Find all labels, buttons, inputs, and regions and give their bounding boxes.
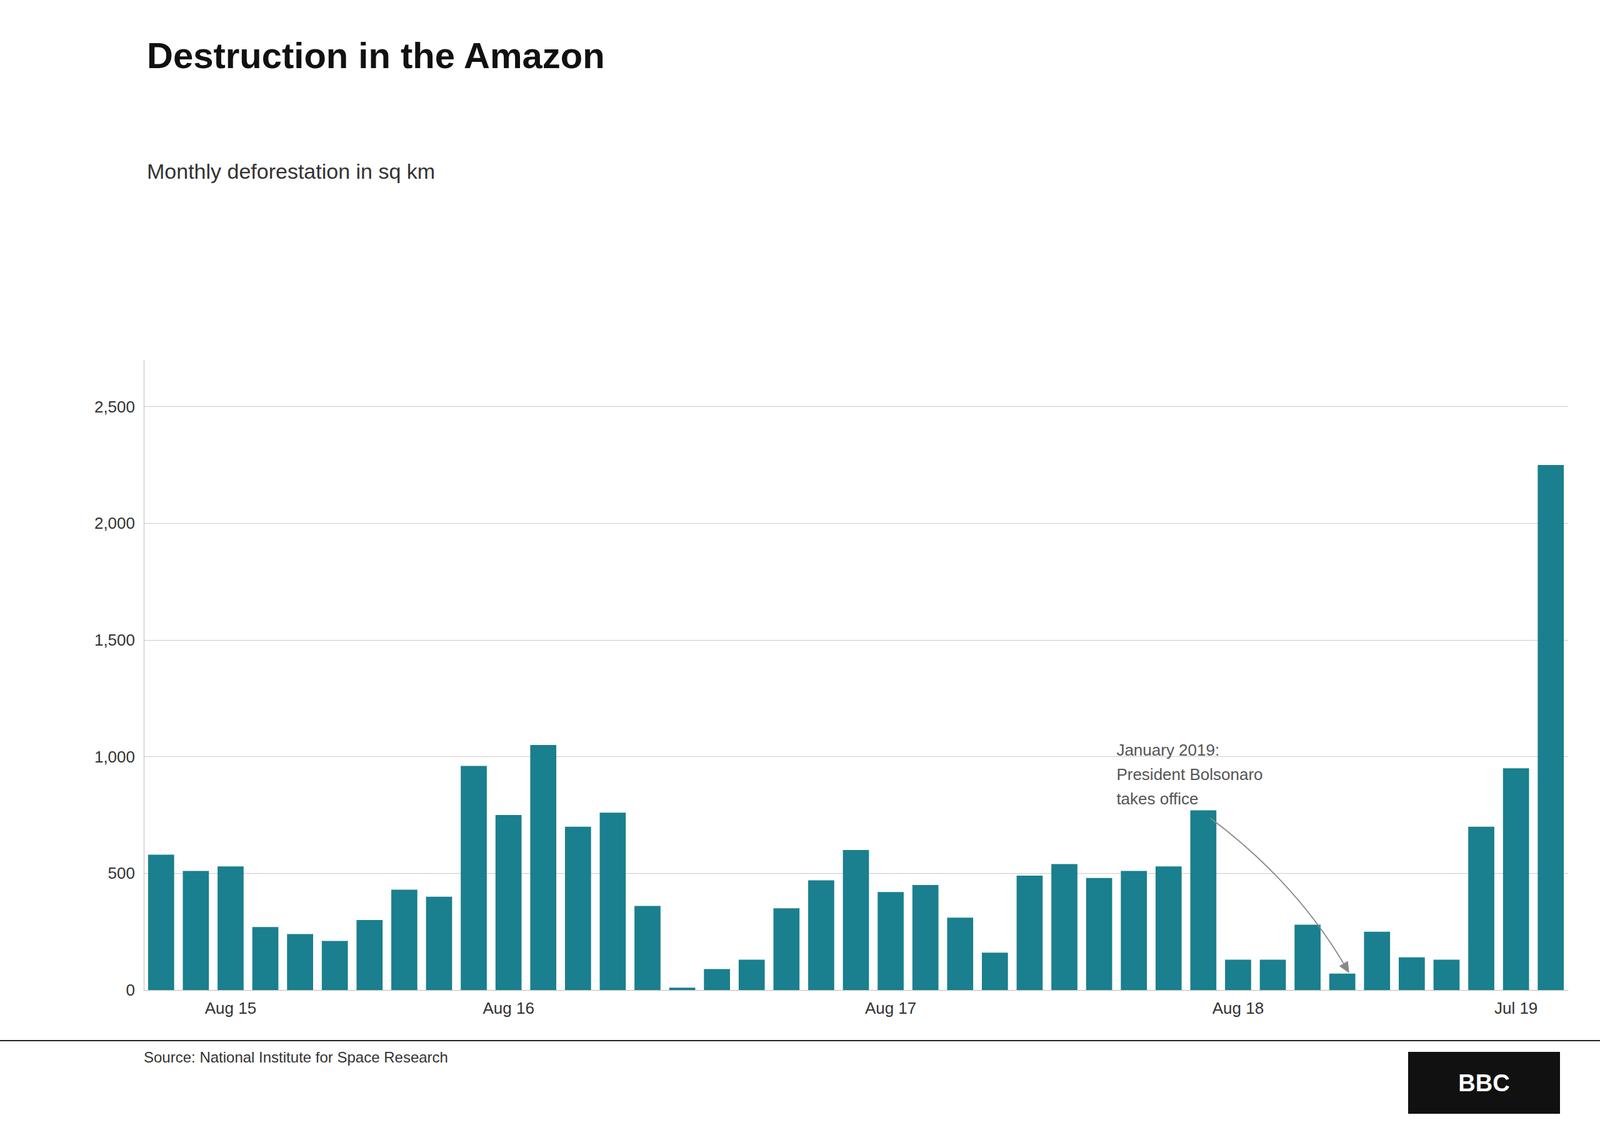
svg-text:takes office: takes office xyxy=(1116,789,1199,809)
svg-text:Aug 16: Aug 16 xyxy=(482,998,534,1018)
svg-text:Monthly deforestation in sq km: Monthly deforestation in sq km xyxy=(146,159,435,184)
svg-text:0: 0 xyxy=(126,980,135,1000)
svg-text:Aug 15: Aug 15 xyxy=(205,998,257,1018)
svg-text:Source: National Institute for: Source: National Institute for Space Res… xyxy=(143,1048,449,1066)
svg-text:Aug 18: Aug 18 xyxy=(1212,998,1264,1018)
svg-text:President Bolsonaro: President Bolsonaro xyxy=(1116,765,1263,784)
svg-text:BBC: BBC xyxy=(1458,1070,1510,1097)
svg-text:500: 500 xyxy=(108,863,135,883)
svg-text:1,000: 1,000 xyxy=(94,747,135,767)
svg-text:Jul 19: Jul 19 xyxy=(1494,998,1538,1018)
svg-text:January 2019:: January 2019: xyxy=(1116,740,1220,760)
svg-text:1,500: 1,500 xyxy=(94,630,135,650)
svg-text:Aug 17: Aug 17 xyxy=(865,998,917,1018)
svg-text:2,000: 2,000 xyxy=(94,513,135,533)
svg-text:Destruction in the Amazon: Destruction in the Amazon xyxy=(146,35,605,76)
svg-text:2,500: 2,500 xyxy=(94,397,135,417)
